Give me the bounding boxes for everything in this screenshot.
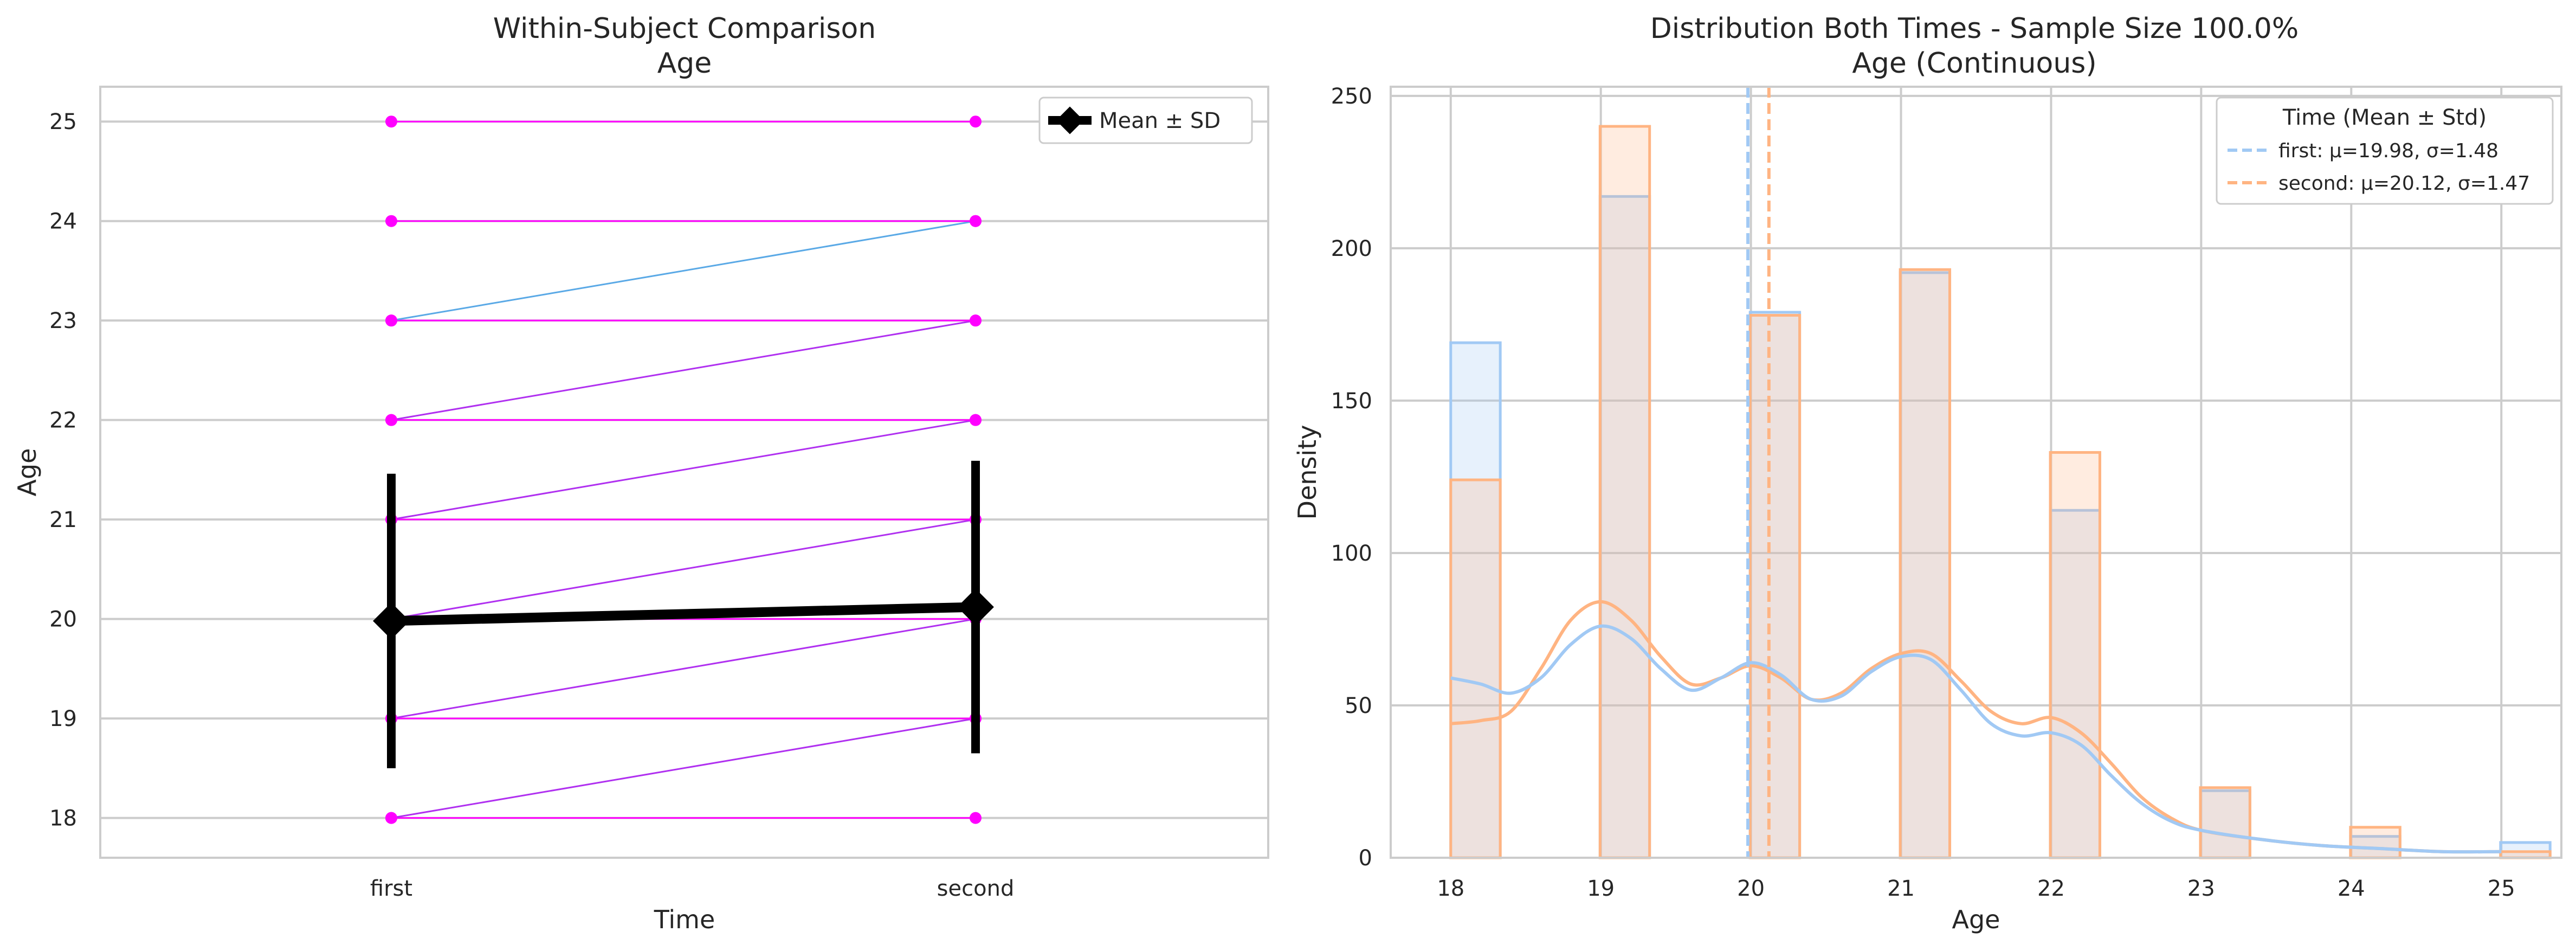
left-legend: Mean ± SD: [1038, 97, 1253, 144]
pair-point-second: [970, 115, 982, 128]
left-legend-box: [1038, 97, 1253, 144]
right-x-tick-label: 25: [2488, 876, 2515, 901]
right-chart: Distribution Both Times - Sample Size 10…: [1293, 12, 2562, 934]
pair-line: [391, 220, 976, 322]
pair-line: [391, 419, 976, 521]
second-histogram-bar: [2199, 786, 2251, 859]
right-plot-frame: [1390, 86, 2562, 859]
mean-line: [391, 602, 976, 626]
right-histogram-bars: [1449, 125, 2552, 859]
pair-point-second: [970, 215, 982, 227]
right-y-tick-label: 100: [1331, 541, 1372, 566]
right-y-ticks: 0 50 100 150 200 250: [1331, 84, 1372, 871]
second-histogram-bar: [1899, 268, 1952, 859]
right-x-tick-label: 24: [2338, 876, 2365, 901]
pair-line: [391, 319, 976, 421]
left-y-tick-label: 19: [49, 706, 77, 731]
left-chart-title: Within-Subject Comparison: [493, 12, 876, 45]
right-y-tick-label: 200: [1331, 236, 1372, 261]
pair-line: [391, 518, 976, 620]
right-legend-box: [2216, 97, 2554, 205]
mean-marker: [373, 602, 410, 640]
left-y-tick-label: 25: [49, 110, 77, 134]
left-y-tick-label: 18: [49, 806, 77, 831]
left-x-tick-label: second: [937, 876, 1015, 901]
left-chart-subtitle: Age: [657, 47, 712, 80]
second-histogram-bar: [2349, 826, 2401, 859]
left-mean-sd: [373, 460, 994, 768]
right-y-tick-label: 50: [1345, 693, 1372, 718]
left-y-tick-label: 23: [49, 309, 77, 333]
right-x-tick-label: 19: [1587, 876, 1615, 901]
left-legend-label: Mean ± SD: [1099, 108, 1221, 133]
right-chart-title: Distribution Both Times - Sample Size 10…: [1650, 12, 2299, 45]
left-y-axis-label: Age: [12, 448, 42, 497]
right-y-tick-label: 0: [1359, 846, 1372, 871]
second-legend-label: second: μ=20.12, σ=1.47: [2278, 172, 2530, 195]
pair-point-first: [385, 115, 397, 128]
left-x-ticks: first second: [370, 876, 1014, 901]
right-mean-lines: [1746, 87, 1771, 858]
right-x-axis-label: Age: [1952, 905, 2000, 934]
right-x-tick-label: 23: [2187, 876, 2215, 901]
pair-point-first: [385, 812, 397, 824]
pair-point-second: [970, 414, 982, 426]
left-y-tick-label: 24: [49, 209, 77, 234]
pair-point-first: [385, 314, 397, 327]
second-histogram-bar: [1598, 125, 1651, 859]
right-x-tick-label: 20: [1737, 876, 1765, 901]
pair-point-first: [385, 414, 397, 426]
pair-point-first: [385, 215, 397, 227]
left-y-ticks: 18 19 20 21 22 23 24 25: [49, 110, 77, 831]
left-plot-frame: [99, 86, 1269, 859]
first-legend-label: first: μ=19.98, σ=1.48: [2278, 140, 2498, 162]
left-y-tick-label: 21: [49, 507, 77, 532]
pair-line: [391, 717, 976, 819]
second-histogram-bar: [1449, 478, 1502, 859]
left-x-tick-label: first: [370, 876, 412, 901]
right-y-tick-label: 150: [1331, 389, 1372, 414]
pair-point-second: [970, 812, 982, 824]
left-y-tick-label: 22: [49, 408, 77, 433]
left-y-tick-label: 20: [49, 607, 77, 632]
left-chart: Within-Subject Comparison Age 18 19 20 21 22…: [12, 12, 1269, 934]
diamond-marker-icon: [1056, 106, 1084, 134]
second-histogram-bar: [2049, 451, 2101, 859]
right-x-tick-label: 22: [2037, 876, 2065, 901]
right-x-tick-label: 18: [1437, 876, 1464, 901]
pair-point-second: [970, 314, 982, 327]
second-histogram-bar: [1748, 314, 1802, 859]
right-legend-title: Time (Mean ± Std): [2282, 105, 2487, 130]
pair-line: [391, 618, 976, 719]
right-x-tick-label: 21: [1887, 876, 1915, 901]
first-kde-curve: [1450, 624, 2502, 854]
mean-marker: [957, 588, 994, 626]
right-kde-curves: [1450, 600, 2502, 854]
right-y-axis-label: Density: [1293, 425, 1322, 520]
right-y-tick-label: 250: [1331, 84, 1372, 109]
right-legend: Time (Mean ± Std) first: μ=19.98, σ=1.48…: [2216, 97, 2554, 205]
right-chart-subtitle: Age (Continuous): [1852, 47, 2096, 80]
right-x-ticks: 18 19 20 21 22 23 24 25: [1437, 876, 2515, 901]
left-x-axis-label: Time: [654, 905, 715, 934]
